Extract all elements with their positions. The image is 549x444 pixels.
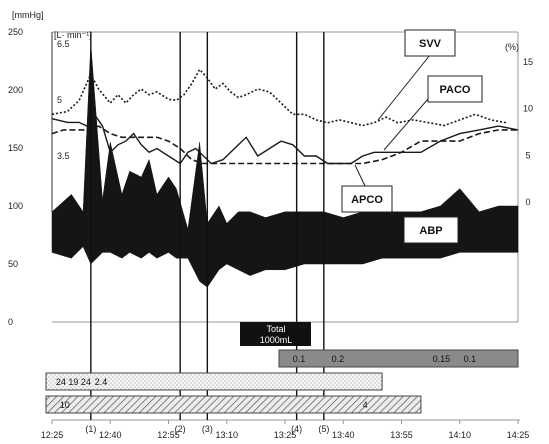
left-tick-label: 200 <box>8 85 23 95</box>
abp-band <box>51 43 519 288</box>
event-label: (2) <box>175 424 186 434</box>
apco-label: APCO <box>351 194 383 206</box>
paco-label-box <box>427 75 483 103</box>
inner-axis-unit: [L· min⁻¹] <box>54 30 92 40</box>
left-tick-label: 50 <box>8 259 18 269</box>
event-label: (1) <box>85 424 96 434</box>
dose-bar-label: 0.2 <box>332 354 345 364</box>
total-volume-line-1: Total <box>266 324 285 334</box>
dose-bar-label: 10 <box>60 400 70 410</box>
svv-label-box <box>404 29 456 57</box>
left-tick-label: 0 <box>8 317 13 327</box>
right-tick-label: 0 <box>525 197 530 207</box>
inner-axis-ticks: 6.553.52 <box>57 39 70 217</box>
dose-bar-label: 0.1 <box>464 354 477 364</box>
abp-label: ABP <box>419 225 442 237</box>
dose-bar <box>45 372 383 391</box>
left-tick-label: 150 <box>8 143 23 153</box>
right-axis-ticks: 15 10 5 0 <box>523 57 533 207</box>
total-volume-box <box>240 322 311 346</box>
x-tick-label: 12:40 <box>99 430 122 440</box>
event-label: (5) <box>318 424 329 434</box>
dose-bar <box>45 395 422 414</box>
dose-bar-label: 4 <box>363 400 368 410</box>
x-tick-label: 14:10 <box>448 430 471 440</box>
x-tick-label: 13:40 <box>332 430 355 440</box>
inner-tick-label: 3.5 <box>57 151 70 161</box>
right-tick-label: 10 <box>523 104 533 114</box>
inner-tick-label: 5 <box>57 95 62 105</box>
x-tick-label: 12:25 <box>41 430 64 440</box>
abp-layer <box>51 43 519 288</box>
x-tick-label: 14:25 <box>507 430 530 440</box>
apco-leader <box>354 164 366 187</box>
left-tick-label: 100 <box>8 201 23 211</box>
inner-tick-label: 6.5 <box>57 39 70 49</box>
left-tick-label: 250 <box>8 27 23 37</box>
x-tick-label: 13:25 <box>274 430 297 440</box>
event-label: (3) <box>202 424 213 434</box>
dose-bar-label: 0.15 <box>433 354 451 364</box>
dose-bar-label: 2.4 <box>95 377 108 387</box>
x-axis-ticks: 12:25 12:40 12:55 13:10 13:25 13:40 13:55 14:10… <box>41 420 530 440</box>
x-tick-label: 13:55 <box>390 430 413 440</box>
paco-label: PACO <box>440 84 471 96</box>
event-label: (4) <box>291 424 302 434</box>
dose-bars: 0.1 0.2 0.15 0.1 24 19 24 2.4 10 4 <box>45 349 519 414</box>
paco-leader <box>383 98 429 151</box>
paco-line <box>51 125 518 165</box>
apco-label-box <box>341 185 393 213</box>
line-layer <box>51 68 519 165</box>
dose-bar-label: 24 19 24 <box>56 377 91 387</box>
dose-bar-label: 0.1 <box>293 354 306 364</box>
total-volume-line-2: 1000mL <box>260 335 293 345</box>
svv-label: SVV <box>419 38 442 50</box>
dose-bar <box>278 349 519 368</box>
right-tick-label: 5 <box>525 150 530 160</box>
svv-line <box>51 68 507 127</box>
right-tick-label: 15 <box>523 57 533 67</box>
apco-line <box>51 113 519 165</box>
right-axis-unit: (%) <box>505 42 519 52</box>
x-tick-label: 12:55 <box>157 430 180 440</box>
left-axis-ticks: 250 200 150 100 50 0 <box>8 27 23 327</box>
abp-label-box <box>403 216 459 244</box>
svv-leader <box>377 54 431 121</box>
left-axis-unit: [mmHg] <box>12 10 44 20</box>
x-tick-label: 13:10 <box>215 430 238 440</box>
